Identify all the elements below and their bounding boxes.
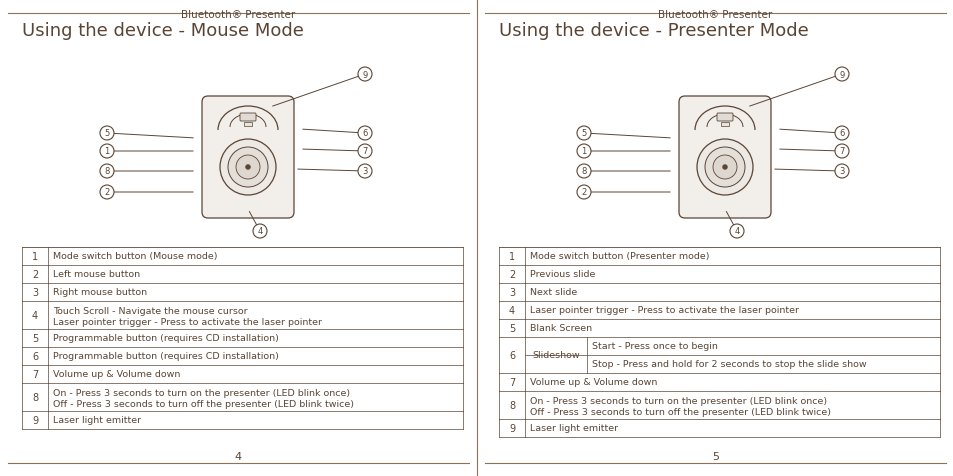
Text: On - Press 3 seconds to turn on the presenter (LED blink once): On - Press 3 seconds to turn on the pres… xyxy=(530,396,826,405)
Text: Volume up & Volume down: Volume up & Volume down xyxy=(530,378,657,387)
Text: 7: 7 xyxy=(31,369,38,379)
Text: 6: 6 xyxy=(31,351,38,361)
Text: 9: 9 xyxy=(839,70,843,79)
Circle shape xyxy=(357,68,372,82)
Text: 1: 1 xyxy=(104,147,110,156)
Circle shape xyxy=(100,127,113,141)
Circle shape xyxy=(228,148,268,188)
Text: 7: 7 xyxy=(508,377,515,387)
Text: 9: 9 xyxy=(31,415,38,425)
Text: Laser light emitter: Laser light emitter xyxy=(53,416,141,425)
Circle shape xyxy=(357,127,372,141)
Text: 5: 5 xyxy=(711,451,719,461)
Text: 3: 3 xyxy=(508,288,515,298)
Text: Programmable button (requires CD installation): Programmable button (requires CD install… xyxy=(53,334,278,343)
FancyBboxPatch shape xyxy=(717,114,732,122)
Text: On - Press 3 seconds to turn on the presenter (LED blink once): On - Press 3 seconds to turn on the pres… xyxy=(53,388,350,397)
Text: Previous slide: Previous slide xyxy=(530,270,595,279)
Circle shape xyxy=(100,186,113,199)
Text: 6: 6 xyxy=(839,129,843,138)
FancyBboxPatch shape xyxy=(244,123,252,127)
Text: 4: 4 xyxy=(508,306,515,315)
Text: 2: 2 xyxy=(104,188,110,197)
Text: Mode switch button (Mouse mode): Mode switch button (Mouse mode) xyxy=(53,252,217,261)
Text: 3: 3 xyxy=(362,167,367,176)
Text: 5: 5 xyxy=(104,129,110,138)
Text: Laser pointer trigger - Press to activate the laser pointer: Laser pointer trigger - Press to activat… xyxy=(530,306,799,315)
FancyBboxPatch shape xyxy=(202,97,294,218)
Text: Laser pointer trigger - Press to activate the laser pointer: Laser pointer trigger - Press to activat… xyxy=(53,317,322,327)
Text: 9: 9 xyxy=(508,423,515,433)
Text: 5: 5 xyxy=(31,333,38,343)
Text: 2: 2 xyxy=(580,188,586,197)
Circle shape xyxy=(235,156,260,179)
Text: 3: 3 xyxy=(31,288,38,298)
FancyBboxPatch shape xyxy=(679,97,770,218)
Circle shape xyxy=(721,165,727,170)
Circle shape xyxy=(253,225,267,238)
Text: Programmable button (requires CD installation): Programmable button (requires CD install… xyxy=(53,352,278,361)
Text: 5: 5 xyxy=(508,323,515,333)
Text: 8: 8 xyxy=(31,392,38,402)
Circle shape xyxy=(697,140,752,196)
Circle shape xyxy=(834,127,848,141)
Text: 4: 4 xyxy=(257,227,262,236)
Text: Laser light emitter: Laser light emitter xyxy=(530,424,618,433)
Text: 4: 4 xyxy=(734,227,739,236)
Text: 6: 6 xyxy=(362,129,367,138)
Text: 4: 4 xyxy=(31,310,38,320)
Text: 1: 1 xyxy=(580,147,586,156)
Text: Off - Press 3 seconds to turn off the presenter (LED blink twice): Off - Press 3 seconds to turn off the pr… xyxy=(530,407,830,416)
Text: 8: 8 xyxy=(104,167,110,176)
FancyBboxPatch shape xyxy=(240,114,255,122)
Text: Slideshow: Slideshow xyxy=(532,351,579,360)
Circle shape xyxy=(357,165,372,178)
Text: Left mouse button: Left mouse button xyxy=(53,270,140,279)
Circle shape xyxy=(577,165,590,178)
Text: Next slide: Next slide xyxy=(530,288,577,297)
Text: Off - Press 3 seconds to turn off the presenter (LED blink twice): Off - Press 3 seconds to turn off the pr… xyxy=(53,399,354,408)
Circle shape xyxy=(712,156,737,179)
Text: 6: 6 xyxy=(508,350,515,360)
FancyBboxPatch shape xyxy=(720,123,728,127)
Circle shape xyxy=(729,225,743,238)
Text: Bluetooth® Presenter: Bluetooth® Presenter xyxy=(658,10,772,20)
Text: 5: 5 xyxy=(580,129,586,138)
Text: Stop - Press and hold for 2 seconds to stop the slide show: Stop - Press and hold for 2 seconds to s… xyxy=(592,360,865,369)
Text: 8: 8 xyxy=(580,167,586,176)
Text: 3: 3 xyxy=(839,167,843,176)
Text: Volume up & Volume down: Volume up & Volume down xyxy=(53,370,180,379)
Circle shape xyxy=(245,165,251,170)
Circle shape xyxy=(220,140,275,196)
Text: 8: 8 xyxy=(508,400,515,410)
Text: Using the device - Presenter Mode: Using the device - Presenter Mode xyxy=(498,22,808,40)
Circle shape xyxy=(100,165,113,178)
Text: Right mouse button: Right mouse button xyxy=(53,288,147,297)
Text: Bluetooth® Presenter: Bluetooth® Presenter xyxy=(181,10,295,20)
Text: 2: 2 xyxy=(508,269,515,279)
Circle shape xyxy=(704,148,744,188)
Text: 4: 4 xyxy=(234,451,242,461)
Text: 1: 1 xyxy=(508,251,515,261)
Text: 9: 9 xyxy=(362,70,367,79)
Text: Touch Scroll - Navigate the mouse cursor: Touch Scroll - Navigate the mouse cursor xyxy=(53,307,248,315)
Text: Blank Screen: Blank Screen xyxy=(530,324,592,333)
Circle shape xyxy=(100,145,113,159)
Text: 7: 7 xyxy=(362,147,367,156)
Circle shape xyxy=(834,68,848,82)
Text: Mode switch button (Presenter mode): Mode switch button (Presenter mode) xyxy=(530,252,709,261)
Circle shape xyxy=(357,145,372,159)
Text: Start - Press once to begin: Start - Press once to begin xyxy=(592,342,717,351)
Text: Using the device - Mouse Mode: Using the device - Mouse Mode xyxy=(22,22,304,40)
Text: 7: 7 xyxy=(839,147,843,156)
Circle shape xyxy=(577,127,590,141)
Text: 2: 2 xyxy=(31,269,38,279)
Circle shape xyxy=(577,145,590,159)
Circle shape xyxy=(577,186,590,199)
Circle shape xyxy=(834,165,848,178)
Circle shape xyxy=(834,145,848,159)
Text: 1: 1 xyxy=(31,251,38,261)
